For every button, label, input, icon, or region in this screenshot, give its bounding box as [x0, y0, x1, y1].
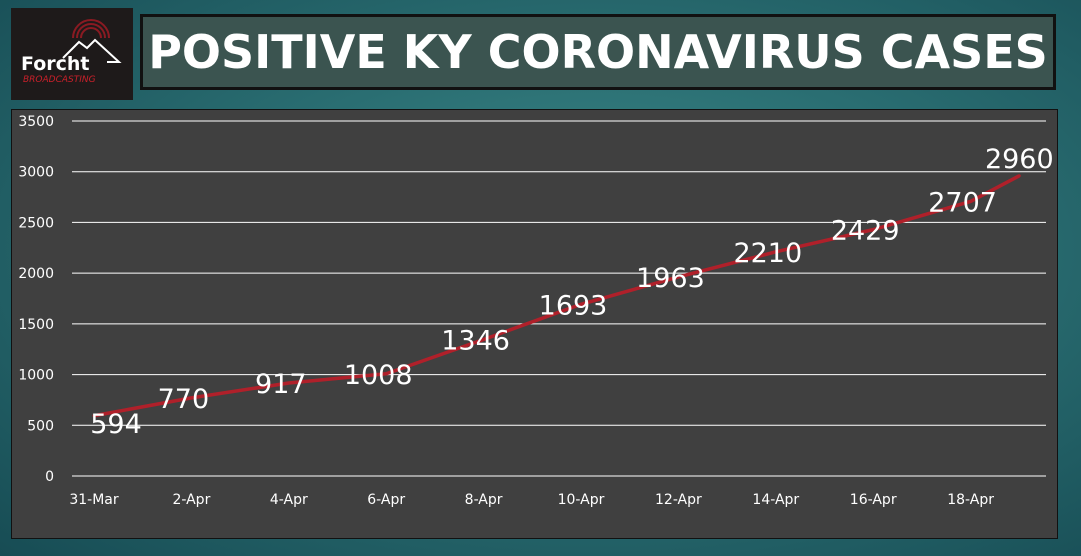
data-label: 1346 — [441, 325, 510, 356]
data-point — [92, 414, 96, 418]
y-tick-label: 500 — [27, 418, 54, 434]
data-point — [969, 199, 973, 203]
y-tick-label: 2500 — [18, 215, 54, 231]
data-point — [189, 396, 193, 400]
data-point — [871, 228, 875, 232]
svg-text:Forcht: Forcht — [21, 53, 90, 75]
svg-text:BROADCASTING: BROADCASTING — [23, 75, 96, 85]
data-point — [579, 302, 583, 306]
data-label: 2960 — [985, 144, 1054, 175]
y-tick-label: 3000 — [18, 165, 54, 181]
data-label: 2429 — [831, 216, 900, 247]
data-label: 770 — [158, 384, 210, 415]
x-tick-label: 4-Apr — [270, 492, 308, 508]
y-tick-label: 2000 — [18, 266, 54, 282]
x-tick-label: 12-Apr — [655, 492, 702, 508]
chart-svg: 0 500 1000 1500 2000 2500 3000 3500 31-Mar 2-Apr 4… — [18, 114, 1054, 508]
data-label: 2707 — [928, 187, 997, 218]
x-tick-label: 14-Apr — [752, 492, 799, 508]
forcht-broadcasting-logo: Forcht BROADCASTING — [11, 8, 133, 100]
data-point — [384, 372, 388, 376]
data-point — [482, 337, 486, 341]
line-chart: 0 500 1000 1500 2000 2500 3000 3500 31-Mar 2-Apr 4… — [11, 109, 1058, 539]
data-point — [774, 250, 778, 254]
x-tick-label: 18-Apr — [947, 492, 994, 508]
y-tick-label: 3500 — [18, 114, 54, 130]
data-point — [287, 381, 291, 385]
data-point — [1017, 174, 1021, 178]
data-label: 594 — [90, 409, 142, 440]
y-tick-label: 1500 — [18, 317, 54, 333]
x-tick-label: 2-Apr — [172, 492, 210, 508]
x-tick-label: 8-Apr — [465, 492, 503, 508]
x-tick-label: 16-Apr — [850, 492, 897, 508]
x-tick-label: 31-Mar — [69, 492, 119, 508]
data-label: 2210 — [733, 238, 802, 269]
data-label: 1693 — [539, 290, 608, 321]
y-tick-label: 1000 — [18, 368, 54, 384]
x-tick-label: 6-Apr — [367, 492, 405, 508]
y-tick-label: 0 — [45, 469, 54, 485]
data-point — [676, 275, 680, 279]
data-label: 1963 — [636, 263, 705, 294]
page-title: POSITIVE KY CORONAVIRUS CASES — [148, 25, 1048, 79]
data-label: 917 — [255, 369, 307, 400]
x-tick-label: 10-Apr — [558, 492, 605, 508]
title-banner: POSITIVE KY CORONAVIRUS CASES — [140, 14, 1056, 90]
data-label: 1008 — [344, 360, 413, 391]
